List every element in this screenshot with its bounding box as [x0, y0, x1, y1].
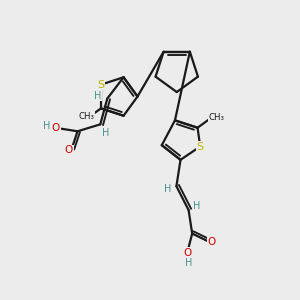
- Text: CH₃: CH₃: [78, 112, 94, 121]
- Text: S: S: [98, 80, 104, 90]
- Text: O: O: [208, 237, 216, 247]
- Text: O: O: [64, 145, 73, 155]
- Text: CH₃: CH₃: [208, 113, 224, 122]
- Text: O: O: [184, 248, 192, 258]
- Text: H: H: [43, 121, 51, 130]
- Text: H: H: [185, 258, 192, 268]
- Text: H: H: [193, 201, 201, 211]
- Text: H: H: [94, 91, 101, 100]
- Text: H: H: [164, 184, 171, 194]
- Text: H: H: [102, 128, 109, 138]
- Text: S: S: [196, 142, 204, 152]
- Text: O: O: [52, 123, 60, 134]
